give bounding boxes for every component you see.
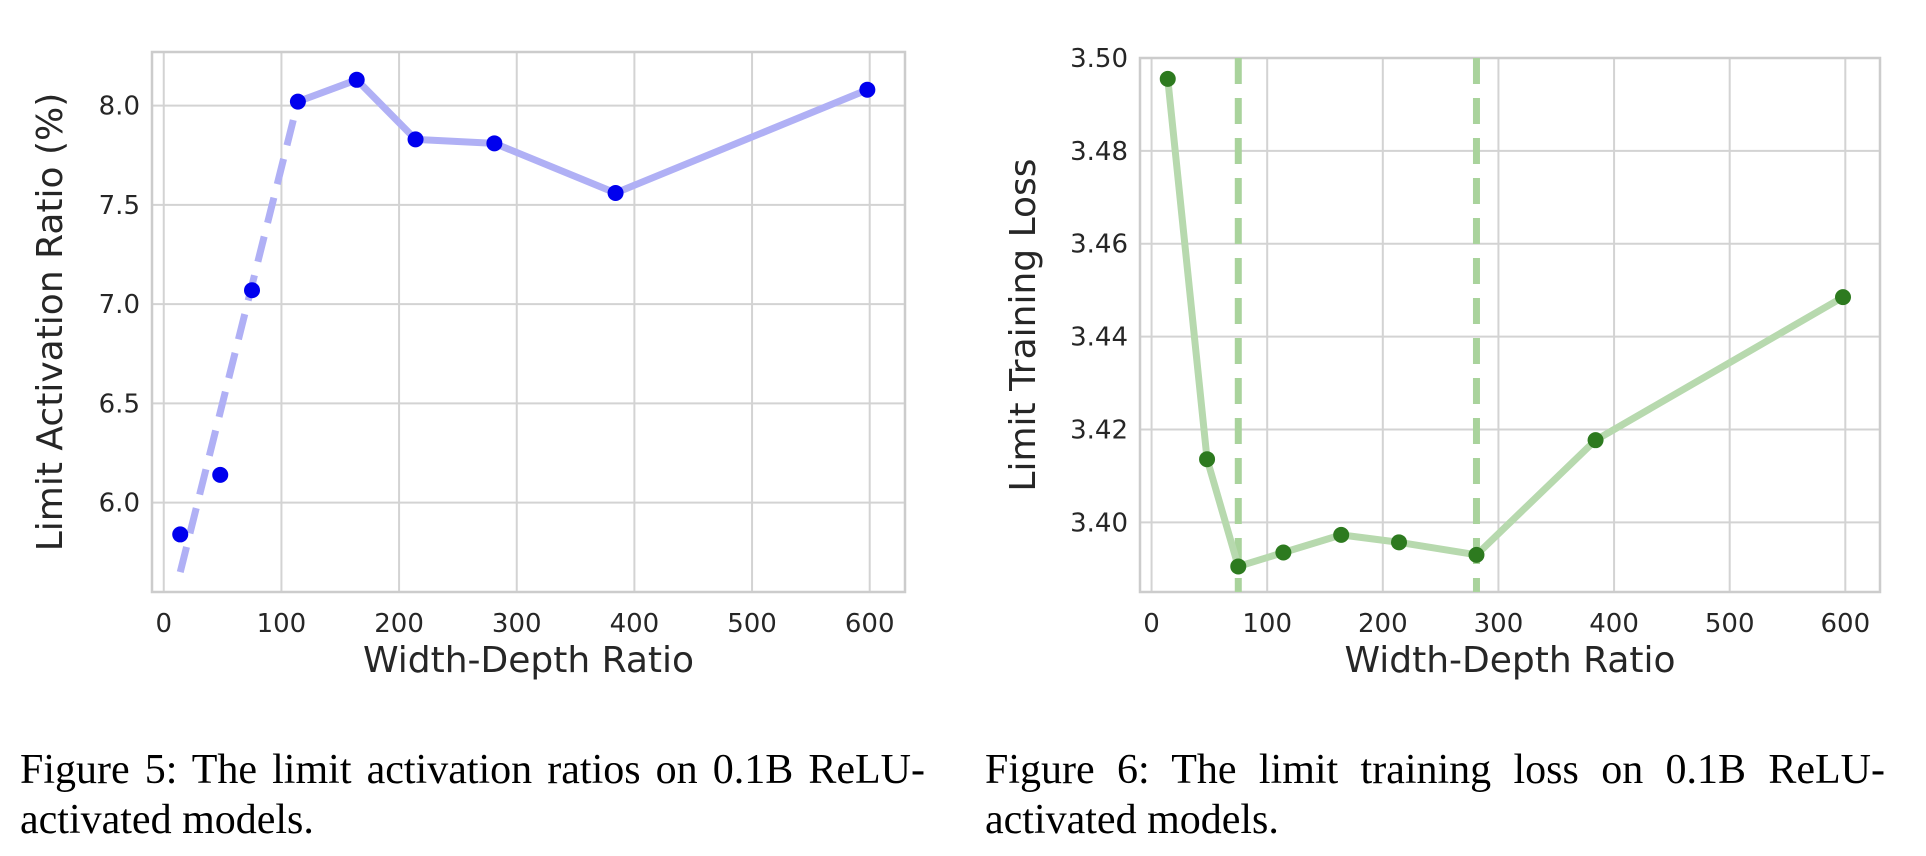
data-point xyxy=(486,135,503,152)
x-tick-label: 400 xyxy=(610,609,660,639)
trend-line-solid xyxy=(296,76,869,197)
y-tick-label: 7.5 xyxy=(99,191,140,221)
data-point xyxy=(1468,546,1485,563)
y-axis-label: Limit Activation Ratio (%) xyxy=(30,93,71,552)
plot-area xyxy=(1140,58,1880,592)
y-tick-label: 3.50 xyxy=(1070,44,1128,74)
x-tick-label: 200 xyxy=(1358,609,1408,639)
x-tick-label: 600 xyxy=(845,609,895,639)
y-tick-label: 8.0 xyxy=(99,92,140,122)
data-point xyxy=(1391,534,1407,551)
x-tick-label: 300 xyxy=(1474,609,1524,639)
plot-frame xyxy=(1138,56,1882,594)
x-tick-label: 400 xyxy=(1589,609,1639,639)
data-point xyxy=(212,466,229,483)
data-point xyxy=(1587,432,1604,449)
plot-frame xyxy=(150,50,907,594)
data-point xyxy=(1835,289,1851,306)
data-point xyxy=(407,131,424,148)
y-axis-label: Limit Training Loss xyxy=(1003,158,1044,491)
data-point xyxy=(289,93,306,110)
y-tick-label: 6.5 xyxy=(99,389,140,419)
data-point xyxy=(1199,451,1216,468)
x-axis-label: Width-Depth Ratio xyxy=(1344,640,1675,681)
data-point xyxy=(607,184,624,201)
x-tick-label: 500 xyxy=(727,609,777,639)
data-point xyxy=(1333,526,1350,543)
x-tick-label: 200 xyxy=(374,609,424,639)
data-point xyxy=(1230,558,1247,575)
x-tick-label: 600 xyxy=(1820,609,1870,639)
y-tick-label: 7.0 xyxy=(99,290,140,320)
y-tick-label: 3.42 xyxy=(1070,415,1128,445)
data-point xyxy=(172,526,189,543)
x-tick-label: 300 xyxy=(492,609,542,639)
y-tick-label: 6.0 xyxy=(99,489,140,519)
y-tick-label: 3.40 xyxy=(1070,508,1128,538)
figure-6-caption: Figure 6: The limit training loss on 0.1… xyxy=(985,747,1885,844)
data-point xyxy=(859,81,876,98)
x-tick-label: 100 xyxy=(257,609,307,639)
trend-line-dashed xyxy=(176,100,302,573)
data-point xyxy=(348,71,365,88)
x-tick-label: 500 xyxy=(1705,609,1755,639)
y-tick-label: 3.48 xyxy=(1070,137,1128,167)
x-axis-label: Width-Depth Ratio xyxy=(363,640,694,681)
plot-area xyxy=(152,52,905,592)
chart-training-loss: 0 100 200 300 400 500 600 3.40 3.42 3.44 3.46 3.48 3… xyxy=(1003,44,1882,681)
x-tick-label: 0 xyxy=(1143,609,1160,639)
figure-5-caption: Figure 5: The limit activation ratios on… xyxy=(20,747,925,844)
data-point xyxy=(244,282,261,299)
data-point xyxy=(1275,544,1292,561)
data-point xyxy=(1159,70,1176,87)
chart-activation-ratio: 0 100 200 300 400 500 600 6.0 6.5 7.0 7.5 8.0 Width-… xyxy=(30,50,907,681)
y-tick-label: 3.46 xyxy=(1070,230,1128,260)
x-tick-label: 100 xyxy=(1242,609,1292,639)
x-tick-label: 0 xyxy=(155,609,172,639)
y-tick-label: 3.44 xyxy=(1070,323,1128,353)
